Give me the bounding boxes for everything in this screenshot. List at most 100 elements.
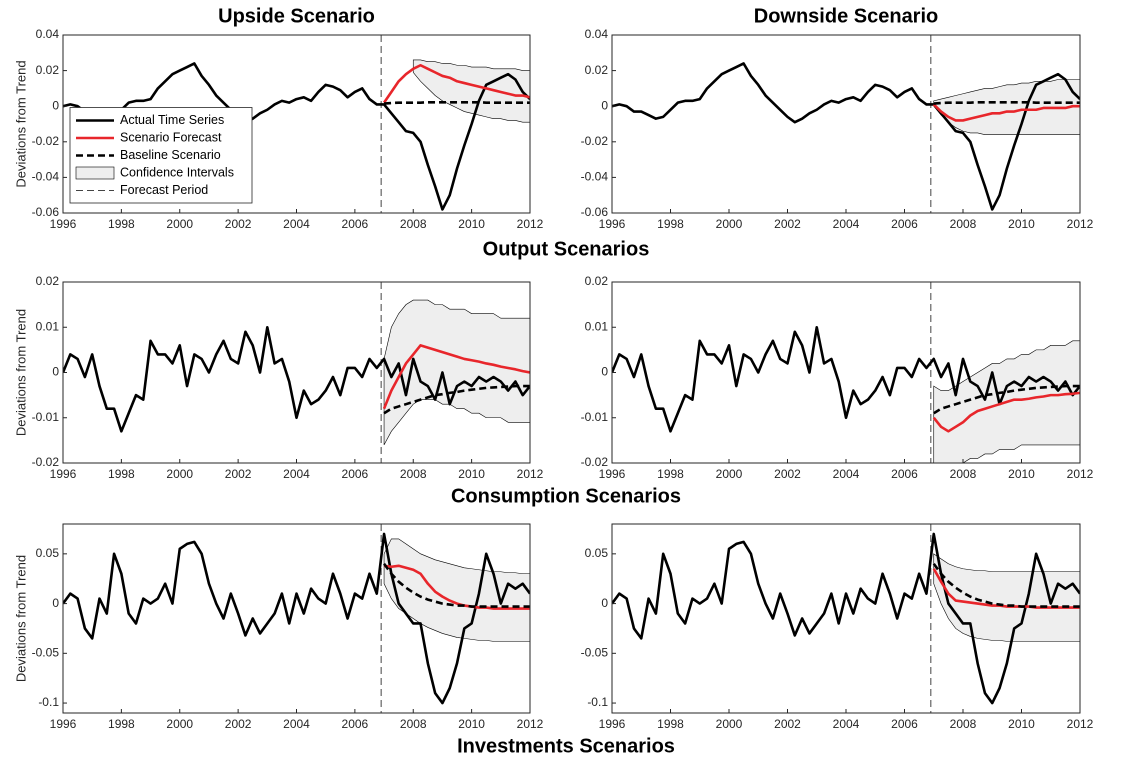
series-line bbox=[612, 532, 1080, 705]
confidence-band bbox=[383, 538, 530, 642]
x-tick-label: 2002 bbox=[774, 217, 801, 231]
x-tick-label: 2000 bbox=[166, 717, 193, 731]
x-tick-label: 2006 bbox=[342, 217, 369, 231]
x-tick-label: 2010 bbox=[458, 717, 485, 731]
y-tick-label: 0 bbox=[52, 98, 59, 112]
legend-label: Actual Time Series bbox=[120, 113, 224, 127]
x-tick-label: 2008 bbox=[950, 467, 977, 481]
legend-label: Baseline Scenario bbox=[120, 148, 221, 162]
y-tick-label: 0.02 bbox=[36, 274, 60, 288]
x-tick-label: 1998 bbox=[108, 467, 135, 481]
x-tick-label: 1996 bbox=[50, 217, 77, 231]
x-tick-label: 1996 bbox=[599, 467, 626, 481]
y-tick-label: -0.04 bbox=[581, 170, 609, 184]
series-line bbox=[933, 384, 1080, 415]
x-tick-label: 2012 bbox=[517, 467, 544, 481]
series-line bbox=[932, 103, 1080, 122]
x-tick-label: 2000 bbox=[166, 467, 193, 481]
x-tick-label: 2010 bbox=[458, 467, 485, 481]
y-tick-label: -0.06 bbox=[32, 205, 60, 219]
x-tick-label: 1996 bbox=[599, 217, 626, 231]
y-tick-label: -0.02 bbox=[32, 455, 60, 469]
x-tick-label: 2002 bbox=[774, 717, 801, 731]
x-tick-label: 1998 bbox=[108, 217, 135, 231]
y-tick-label: 0.01 bbox=[36, 319, 60, 333]
y-tick-label: 0.02 bbox=[585, 63, 609, 77]
x-tick-label: 2002 bbox=[225, 217, 252, 231]
x-tick-label: 2008 bbox=[400, 717, 427, 731]
x-tick-label: 1998 bbox=[108, 717, 135, 731]
y-tick-label: 0.05 bbox=[36, 546, 60, 560]
x-tick-label: 2004 bbox=[283, 717, 310, 731]
y-tick-label: -0.02 bbox=[32, 134, 60, 148]
series-line bbox=[383, 384, 530, 415]
x-tick-label: 2006 bbox=[891, 217, 918, 231]
x-tick-label: 1998 bbox=[657, 217, 684, 231]
row-title: Investments Scenarios bbox=[457, 735, 675, 757]
x-tick-label: 2010 bbox=[1008, 467, 1035, 481]
x-tick-label: 2000 bbox=[166, 217, 193, 231]
series-line bbox=[382, 63, 530, 104]
y-axis-label: Deviations from Trend bbox=[13, 309, 28, 436]
x-tick-label: 2012 bbox=[1067, 217, 1094, 231]
x-tick-label: 2008 bbox=[950, 217, 977, 231]
y-tick-label: -0.02 bbox=[581, 455, 609, 469]
series-line bbox=[932, 563, 1080, 608]
legend-label: Forecast Period bbox=[120, 183, 208, 197]
x-tick-label: 2006 bbox=[342, 717, 369, 731]
x-tick-label: 2008 bbox=[400, 467, 427, 481]
x-tick-label: 1996 bbox=[599, 717, 626, 731]
row-title: Consumption Scenarios bbox=[451, 485, 681, 507]
y-tick-label: 0.01 bbox=[585, 319, 609, 333]
series-line bbox=[612, 62, 1080, 211]
x-tick-label: 2006 bbox=[342, 467, 369, 481]
y-tick-label: 0.04 bbox=[36, 27, 60, 41]
legend-label: Confidence Intervals bbox=[120, 165, 234, 179]
series-line bbox=[382, 344, 530, 410]
x-tick-label: 2004 bbox=[833, 717, 860, 731]
confidence-band bbox=[933, 79, 1080, 135]
y-tick-label: 0 bbox=[52, 365, 59, 379]
plot-layer bbox=[612, 524, 1080, 713]
x-tick-label: 2010 bbox=[1008, 717, 1035, 731]
x-tick-label: 2012 bbox=[517, 717, 544, 731]
x-tick-label: 1998 bbox=[657, 467, 684, 481]
y-tick-label: -0.05 bbox=[581, 645, 609, 659]
y-tick-label: -0.01 bbox=[581, 410, 609, 424]
x-tick-label: 2012 bbox=[1067, 717, 1094, 731]
plot-layer bbox=[63, 282, 530, 463]
x-tick-label: 1998 bbox=[657, 717, 684, 731]
x-tick-label: 2000 bbox=[716, 717, 743, 731]
y-tick-label: -0.02 bbox=[581, 134, 609, 148]
x-tick-label: 2000 bbox=[716, 467, 743, 481]
y-tick-label: -0.1 bbox=[38, 695, 59, 709]
x-tick-label: 2010 bbox=[458, 217, 485, 231]
y-tick-label: 0 bbox=[601, 98, 608, 112]
x-tick-label: 2012 bbox=[517, 217, 544, 231]
row-title: Output Scenarios bbox=[483, 238, 650, 260]
x-tick-label: 2008 bbox=[400, 217, 427, 231]
y-tick-label: -0.01 bbox=[32, 410, 60, 424]
series-line bbox=[63, 62, 530, 211]
y-tick-label: 0 bbox=[52, 596, 59, 610]
x-tick-label: 2004 bbox=[833, 217, 860, 231]
x-tick-label: 2002 bbox=[225, 467, 252, 481]
x-tick-label: 2000 bbox=[716, 217, 743, 231]
x-tick-label: 1996 bbox=[50, 717, 77, 731]
legend-swatch bbox=[75, 166, 115, 180]
plot-layer bbox=[63, 524, 530, 713]
x-tick-label: 1996 bbox=[50, 467, 77, 481]
y-tick-label: 0 bbox=[601, 596, 608, 610]
y-tick-label: -0.04 bbox=[32, 170, 60, 184]
series-line bbox=[933, 100, 1080, 105]
x-tick-label: 2004 bbox=[283, 217, 310, 231]
y-tick-label: -0.05 bbox=[32, 645, 60, 659]
series-line bbox=[383, 100, 530, 105]
x-tick-label: 2002 bbox=[225, 717, 252, 731]
x-tick-label: 2004 bbox=[833, 467, 860, 481]
y-tick-label: 0.04 bbox=[585, 27, 609, 41]
x-tick-label: 2008 bbox=[950, 717, 977, 731]
series-line bbox=[932, 391, 1080, 433]
